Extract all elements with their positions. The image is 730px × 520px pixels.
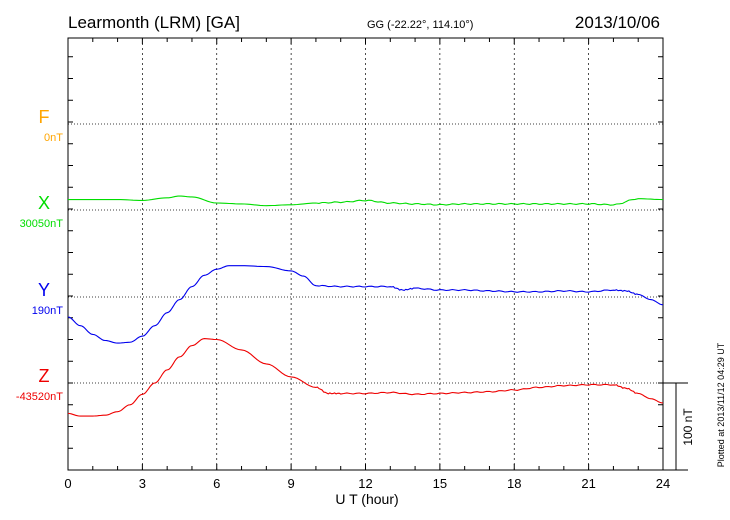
x-tick-label: 24 — [656, 476, 670, 491]
x-tick-label: 12 — [358, 476, 372, 491]
series-baseline-z: -43520nT — [16, 391, 63, 403]
series-baseline-y: 190nT — [32, 305, 63, 317]
series-name-y: Y — [38, 280, 50, 300]
series-line-z — [67, 338, 664, 417]
series-name-z: Z — [39, 366, 50, 386]
series-name-x: X — [38, 193, 50, 213]
plotted-note: Plotted at 2013/11/12 04:29 UT — [716, 342, 726, 467]
x-tick-label: 6 — [213, 476, 220, 491]
chart-title: Learmonth (LRM) [GA] — [68, 13, 240, 32]
series-name-f: F — [39, 107, 50, 127]
series-line-x — [68, 195, 664, 207]
x-tick-label: 18 — [507, 476, 521, 491]
x-tick-label: 21 — [581, 476, 595, 491]
x-tick-label: 0 — [64, 476, 71, 491]
x-tick-label: 3 — [139, 476, 146, 491]
x-axis-label: U T (hour) — [335, 491, 398, 507]
x-tick-label: 9 — [288, 476, 295, 491]
series-line-y — [67, 265, 664, 344]
series-baseline-f: 0nT — [44, 132, 63, 144]
chart-date: 2013/10/06 — [575, 13, 660, 32]
x-tick-label: 15 — [433, 476, 447, 491]
chart-subtitle: GG (-22.22°, 114.10°) — [367, 19, 473, 31]
series-baseline-x: 30050nT — [20, 218, 64, 230]
scale-label: 100 nT — [681, 408, 695, 446]
